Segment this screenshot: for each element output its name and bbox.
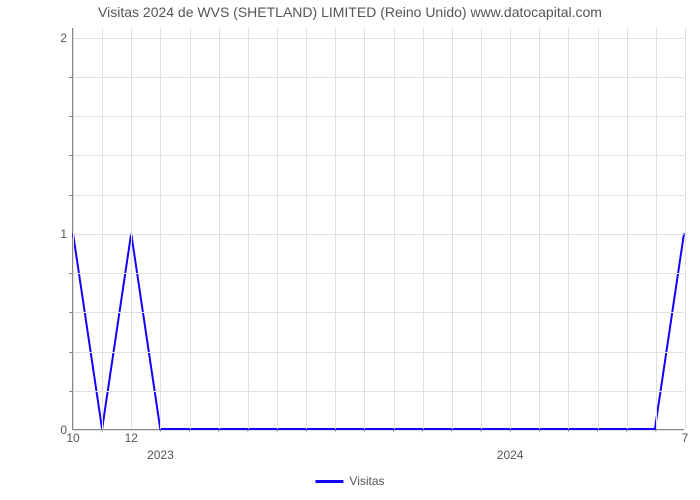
x-minor-tick: ' (597, 433, 599, 437)
x-minor-tick: ' (334, 433, 336, 437)
plot-area: 01210127'''''''''''''''''''20232024 (72, 28, 684, 430)
gridline-h-minor (73, 77, 684, 78)
gridline-v (190, 28, 191, 429)
x-year-label: 2023 (147, 448, 174, 462)
gridline-v (131, 28, 132, 429)
gridline-h-minor (73, 352, 684, 353)
x-minor-tick: ' (422, 433, 424, 437)
gridline-v (248, 28, 249, 429)
gridline-h (73, 234, 684, 235)
gridline-v (394, 28, 395, 429)
gridline-v (481, 28, 482, 429)
gridline-v (452, 28, 453, 429)
gridline-v (598, 28, 599, 429)
gridline-h-minor (73, 155, 684, 156)
y-tick-label: 2 (60, 31, 67, 45)
x-minor-tick: ' (189, 433, 191, 437)
legend-swatch (315, 480, 343, 483)
x-minor-tick: ' (218, 433, 220, 437)
gridline-v (568, 28, 569, 429)
x-minor-tick: ' (509, 433, 511, 437)
data-line-svg (73, 28, 684, 429)
x-minor-tick: ' (655, 433, 657, 437)
x-minor-tick: ' (626, 433, 628, 437)
gridline-v (656, 28, 657, 429)
gridline-v (539, 28, 540, 429)
x-year-label: 2024 (497, 448, 524, 462)
gridline-v (102, 28, 103, 429)
x-tick-label: 10 (66, 431, 79, 445)
x-minor-tick: ' (393, 433, 395, 437)
x-minor-tick: ' (276, 433, 278, 437)
gridline-v (627, 28, 628, 429)
gridline-h (73, 430, 684, 431)
legend-label: Visitas (349, 474, 384, 488)
x-minor-tick: ' (538, 433, 540, 437)
gridline-h-minor (73, 312, 684, 313)
gridline-v (510, 28, 511, 429)
legend: Visitas (315, 474, 384, 488)
x-minor-tick: ' (451, 433, 453, 437)
gridline-v (277, 28, 278, 429)
x-minor-tick: ' (363, 433, 365, 437)
gridline-v (160, 28, 161, 429)
x-minor-tick: ' (159, 433, 161, 437)
y-tick-label: 1 (60, 227, 67, 241)
gridline-h-minor (73, 195, 684, 196)
gridline-v (685, 28, 686, 429)
x-tick-label: 12 (125, 431, 138, 445)
x-minor-tick: ' (305, 433, 307, 437)
gridline-v (423, 28, 424, 429)
gridline-v (335, 28, 336, 429)
gridline-v (364, 28, 365, 429)
chart-container: Visitas 2024 de WVS (SHETLAND) LIMITED (… (0, 0, 700, 500)
gridline-v (219, 28, 220, 429)
chart-title: Visitas 2024 de WVS (SHETLAND) LIMITED (… (0, 0, 700, 20)
x-minor-tick: ' (567, 433, 569, 437)
series-line (73, 233, 684, 429)
x-minor-tick: ' (247, 433, 249, 437)
x-minor-tick: ' (480, 433, 482, 437)
gridline-h (73, 38, 684, 39)
gridline-h-minor (73, 391, 684, 392)
gridline-v (306, 28, 307, 429)
gridline-h-minor (73, 273, 684, 274)
gridline-h-minor (73, 116, 684, 117)
x-minor-tick: ' (101, 433, 103, 437)
x-tick-label: 7 (682, 431, 689, 445)
gridline-v (73, 28, 74, 429)
